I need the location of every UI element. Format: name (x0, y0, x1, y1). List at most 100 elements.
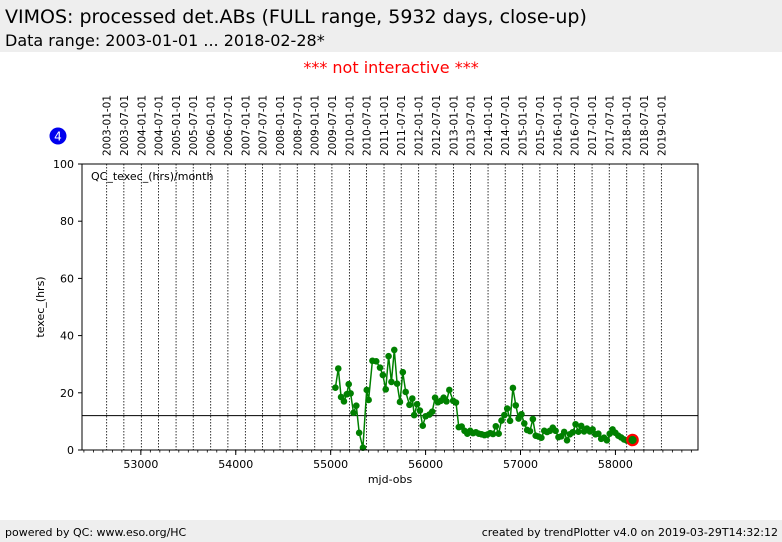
highlight-point (626, 433, 639, 447)
data-point (501, 411, 508, 419)
trend-chart: 2003-01-01 2003-07-01 2004-01-01 2004-07-01… (34, 95, 699, 486)
axes: 0 20 40 60 80 100 53000 54000 55000 56000 57000 580… (53, 158, 699, 471)
date-markers: 2003-01-01 2003-07-01 2004-01-01 2004-07-01… (102, 95, 668, 450)
x-tick-label: 53000 (123, 458, 158, 471)
date-marker-label: 2015-07-01 (535, 95, 547, 156)
date-marker-label: 2017-07-01 (604, 95, 616, 156)
data-point (503, 405, 511, 412)
data-point (498, 417, 505, 424)
date-marker-label: 2015-01-01 (518, 95, 530, 156)
data-point (518, 410, 525, 418)
count-badge: 4 (49, 127, 67, 145)
date-marker-label: 2018-01-01 (622, 95, 634, 156)
created-by-text: created by trendPlotter v4.0 on 2019-03-… (481, 526, 778, 539)
date-marker-label: 2014-01-01 (483, 95, 495, 156)
data-point (388, 378, 395, 386)
date-marker-label: 2018-07-01 (639, 95, 651, 156)
data-point (376, 364, 384, 371)
data-point (410, 411, 418, 419)
data-point (365, 396, 372, 404)
data-point (563, 436, 571, 444)
y-tick-label: 80 (60, 215, 74, 228)
date-marker-label: 2007-07-01 (258, 95, 270, 156)
date-marker-label: 2005-07-01 (188, 95, 200, 156)
date-marker-label: 2006-07-01 (223, 95, 235, 156)
date-marker-label: 2019-01-01 (656, 95, 668, 156)
data-point (385, 352, 392, 360)
data-point (572, 420, 579, 428)
count-badge-circle (49, 127, 67, 145)
data-point (577, 422, 585, 430)
x-tick-label: 57000 (503, 458, 538, 471)
data-point (569, 428, 577, 436)
data-point (526, 427, 534, 435)
data-range-subtitle: Data range: 2003-01-01 ... 2018-02-28* (5, 31, 325, 50)
date-marker-label: 2012-07-01 (431, 95, 443, 156)
date-marker-label: 2013-01-01 (448, 95, 460, 156)
data-point (443, 398, 450, 405)
data-point (406, 401, 413, 409)
y-axis-label: texec_(hrs) (34, 276, 47, 337)
header-bar: VIMOS: processed det.ABs (FULL range, 59… (0, 0, 782, 52)
data-point (595, 430, 602, 437)
x-tick-label: 54000 (218, 458, 253, 471)
date-marker-label: 2007-01-01 (240, 95, 252, 156)
date-marker-label: 2003-07-01 (119, 95, 131, 156)
data-point (399, 368, 407, 376)
powered-by-text: powered by QC: www.eso.org/HC (5, 526, 187, 539)
data-point (603, 436, 611, 444)
data-point (353, 402, 360, 409)
series-group (332, 346, 639, 452)
date-marker-label: 2009-07-01 (327, 95, 339, 156)
data-point (345, 380, 353, 388)
date-marker-label: 2012-01-01 (414, 95, 426, 156)
data-point (332, 384, 339, 391)
data-point (495, 430, 502, 437)
data-point (379, 371, 387, 379)
footer-bar: powered by QC: www.eso.org/HC created by… (0, 520, 782, 542)
page-title: VIMOS: processed det.ABs (FULL range, 59… (5, 6, 587, 28)
data-point (575, 428, 582, 435)
date-marker-label: 2005-01-01 (171, 95, 183, 156)
plot-frame (81, 163, 699, 451)
data-point (492, 422, 500, 430)
x-axis-label: mjd-obs (368, 473, 413, 486)
data-point (409, 395, 416, 402)
date-marker-label: 2006-01-01 (206, 95, 218, 156)
data-point (428, 408, 436, 415)
x-tick-label: 56000 (408, 458, 443, 471)
data-point (552, 427, 559, 435)
data-point (512, 402, 520, 409)
date-marker-label: 2011-07-01 (396, 95, 408, 156)
data-point (413, 400, 421, 408)
data-point (363, 386, 371, 394)
y-tick-label: 20 (60, 387, 74, 400)
date-marker-label: 2009-01-01 (310, 95, 322, 156)
data-point (560, 428, 568, 436)
y-tick-label: 60 (60, 272, 74, 285)
date-marker-label: 2003-01-01 (102, 95, 114, 156)
data-point (489, 430, 497, 438)
data-point (334, 365, 342, 372)
data-point (402, 388, 409, 396)
data-point (446, 386, 453, 394)
date-marker-label: 2013-07-01 (466, 95, 478, 156)
data-point (521, 420, 528, 427)
date-marker-label: 2014-07-01 (500, 95, 512, 156)
date-marker-label: 2008-07-01 (292, 95, 304, 156)
data-point (529, 415, 537, 423)
y-tick-label: 100 (53, 158, 74, 171)
data-point (347, 390, 354, 397)
date-marker-label: 2017-01-01 (587, 95, 599, 156)
data-point (372, 358, 380, 365)
data-point (340, 398, 348, 405)
date-marker-label: 2011-01-01 (379, 95, 391, 156)
data-point (506, 417, 514, 425)
y-tick-label: 40 (60, 330, 74, 343)
x-tick-label: 58000 (598, 458, 633, 471)
data-point (416, 407, 424, 414)
date-marker-label: 2010-01-01 (344, 95, 356, 156)
data-point (390, 346, 398, 354)
date-marker-label: 2004-01-01 (136, 95, 148, 156)
y-tick-label: 0 (67, 444, 74, 457)
